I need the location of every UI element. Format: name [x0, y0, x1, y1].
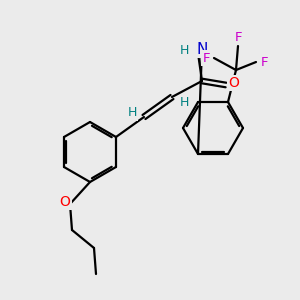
- Text: O: O: [60, 195, 70, 209]
- Text: F: F: [234, 31, 242, 44]
- Text: F: F: [202, 52, 210, 64]
- Text: H: H: [127, 106, 137, 119]
- Text: O: O: [229, 76, 239, 90]
- Text: H: H: [179, 95, 189, 109]
- Text: F: F: [261, 56, 269, 68]
- Text: H: H: [179, 44, 189, 58]
- Text: N: N: [196, 41, 208, 56]
